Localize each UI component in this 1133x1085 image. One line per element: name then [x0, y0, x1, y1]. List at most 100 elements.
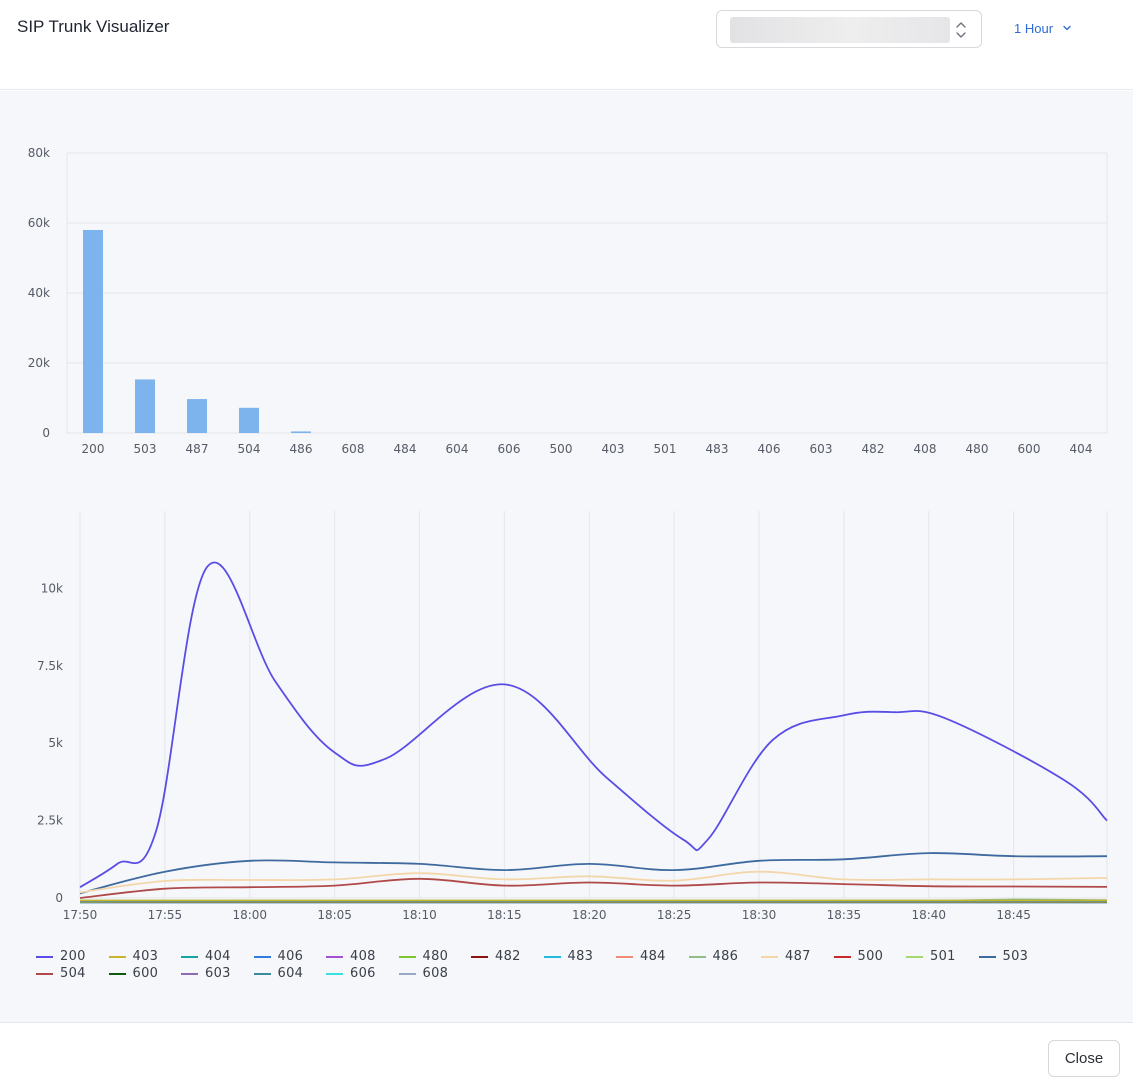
legend-item-501[interactable]: 501 — [906, 948, 956, 965]
legend-item-603[interactable]: 603 — [181, 965, 231, 982]
legend-swatch — [326, 955, 343, 958]
bar-x-tick-label: 480 — [966, 442, 989, 456]
legend-item-486[interactable]: 486 — [688, 948, 739, 965]
line-y-tick-label: 0 — [55, 891, 63, 905]
bar-x-tick-label: 406 — [758, 442, 781, 456]
line-x-tick-label: 18:35 — [827, 908, 862, 922]
bar-x-tick-label: 501 — [654, 442, 677, 456]
legend-item-480[interactable]: 480 — [398, 948, 449, 965]
charts-area: 0 20k 40k 60k 80k 200 503 487 504 486 608 484 604 606… — [0, 91, 1133, 1022]
line-y-tick-label: 7.5k — [37, 659, 63, 673]
line-x-tick-label: 18:45 — [996, 908, 1031, 922]
legend-swatch — [906, 955, 923, 958]
bar[interactable] — [83, 230, 103, 433]
legend-swatch — [36, 972, 53, 975]
trunk-select[interactable] — [716, 10, 982, 48]
bar-x-tick-label: 408 — [914, 442, 937, 456]
legend-label: 600 — [132, 966, 159, 981]
line-x-tick-label: 18:20 — [572, 908, 607, 922]
bar-x-tick-label: 484 — [394, 442, 417, 456]
close-button[interactable]: Close — [1048, 1040, 1120, 1077]
legend-swatch — [108, 955, 126, 958]
legend-label: 486 — [712, 949, 739, 964]
legend-label: 484 — [640, 949, 666, 964]
bar-y-tick-label: 60k — [28, 216, 50, 230]
legend-item-500[interactable]: 500 — [833, 948, 884, 965]
legend-item-604[interactable]: 604 — [253, 965, 304, 982]
bar-x-tick-label: 500 — [550, 442, 573, 456]
series-line-504[interactable] — [79, 877, 1108, 899]
legend-item-406[interactable]: 406 — [253, 948, 304, 965]
legend-label: 487 — [785, 949, 811, 964]
bar-x-tick-label: 600 — [1018, 442, 1041, 456]
legend-label: 500 — [857, 949, 884, 964]
line-x-tick-label: 18:05 — [317, 908, 352, 922]
bar[interactable] — [187, 399, 207, 433]
legend-swatch — [36, 955, 53, 958]
chevron-up-down-icon — [956, 22, 966, 38]
legend-label: 606 — [350, 966, 376, 981]
bar[interactable] — [239, 407, 259, 433]
bar-x-tick-label: 200 — [82, 442, 105, 456]
series-line-487[interactable] — [79, 870, 1108, 894]
legend-label: 501 — [930, 949, 956, 964]
legend-item-200[interactable]: 200 — [36, 948, 86, 965]
line-y-tick-label: 2.5k — [37, 814, 63, 828]
legend-swatch — [978, 955, 996, 958]
status-code-bar-chart: 0 20k 40k 60k 80k 200 503 487 504 486 608 484 604 606… — [28, 146, 1108, 456]
line-x-tick-label: 18:25 — [657, 908, 692, 922]
legend-label: 406 — [277, 949, 304, 964]
bar-x-tick-label: 504 — [238, 442, 261, 456]
legend-item-608[interactable]: 608 — [398, 965, 449, 982]
legend-item-404[interactable]: 404 — [181, 948, 231, 965]
legend-item-483[interactable]: 483 — [543, 948, 594, 965]
legend-swatch — [471, 955, 488, 958]
legend-swatch — [253, 955, 271, 958]
legend-item-482[interactable]: 482 — [471, 948, 521, 965]
time-range-dropdown[interactable]: 1 Hour — [1006, 16, 1080, 40]
bar[interactable] — [291, 431, 311, 433]
legend-item-606[interactable]: 606 — [326, 965, 376, 982]
legend-label: 603 — [205, 966, 231, 981]
bar-x-tick-label: 503 — [134, 442, 157, 456]
bar-x-tick-label: 404 — [1070, 442, 1093, 456]
dialog-header: SIP Trunk Visualizer 1 Hour — [0, 0, 1133, 90]
bar-x-tick-label: 603 — [810, 442, 833, 456]
legend-item-408[interactable]: 408 — [326, 948, 376, 965]
legend-item-487[interactable]: 487 — [761, 948, 811, 965]
legend-item-504[interactable]: 504 — [36, 965, 86, 982]
line-y-tick-label: 10k — [41, 581, 63, 595]
bar-x-tick-label: 487 — [186, 442, 209, 456]
bar-x-tick-label: 482 — [862, 442, 885, 456]
bar-y-tick-label: 0 — [42, 426, 50, 440]
page-title: SIP Trunk Visualizer — [17, 17, 170, 36]
bar-y-tick-label: 40k — [28, 286, 50, 300]
legend-item-600[interactable]: 600 — [108, 965, 159, 982]
legend-swatch — [181, 972, 198, 975]
legend-item-503[interactable]: 503 — [978, 948, 1029, 965]
series-line-200[interactable] — [79, 561, 1108, 888]
line-x-tick-label: 18:15 — [487, 908, 522, 922]
time-range-label: 1 Hour — [1014, 20, 1054, 36]
line-x-tick-label: 18:10 — [402, 908, 437, 922]
line-x-tick-label: 18:40 — [911, 908, 946, 922]
bar-x-tick-label: 606 — [498, 442, 521, 456]
legend-label: 404 — [205, 949, 231, 964]
series-line-503[interactable] — [79, 852, 1108, 895]
legend-item-403[interactable]: 403 — [108, 948, 159, 965]
line-x-tick-label: 18:00 — [232, 908, 267, 922]
legend-label: 200 — [60, 949, 86, 964]
legend-label: 504 — [60, 966, 86, 981]
trunk-select-value-redacted — [730, 17, 950, 43]
legend-label: 408 — [350, 949, 376, 964]
legend-swatch — [326, 972, 343, 975]
legend-swatch — [833, 955, 851, 958]
legend-item-484[interactable]: 484 — [616, 948, 666, 965]
bar[interactable] — [135, 379, 155, 433]
bar-x-tick-label: 608 — [342, 442, 365, 456]
legend-swatch — [616, 955, 633, 958]
bar-x-tick-label: 486 — [290, 442, 313, 456]
bar-x-tick-label: 604 — [446, 442, 469, 456]
legend-label: 482 — [495, 949, 521, 964]
